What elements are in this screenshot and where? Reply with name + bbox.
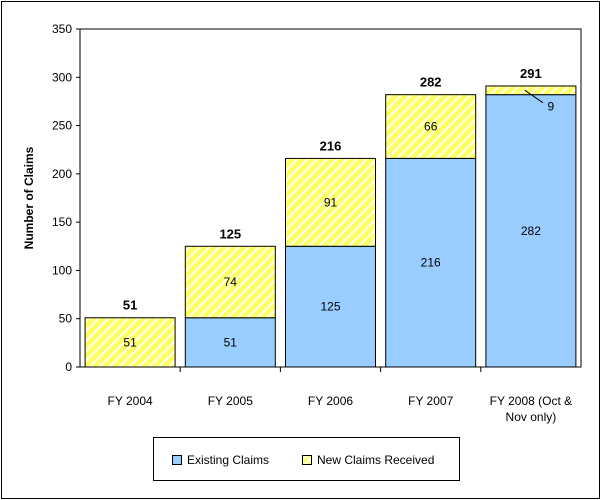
data-label-total: 216 [320, 138, 342, 153]
bar-new-claims [84, 317, 176, 368]
bar-new-claims [385, 94, 477, 159]
y-tick-label: 200 [52, 167, 72, 181]
legend-label-existing: Existing Claims [187, 453, 270, 467]
data-label-new: 51 [123, 335, 137, 349]
y-tick-label: 300 [52, 70, 72, 84]
data-label-new: 66 [424, 120, 438, 134]
bar-existing-claims [285, 245, 376, 368]
x-tick-label: FY 2008 (Oct & [490, 394, 572, 408]
data-label-existing: 282 [521, 224, 541, 238]
data-label-new: 91 [324, 195, 338, 209]
data-label-total: 282 [420, 75, 442, 90]
x-tick-label: FY 2005 [208, 394, 253, 408]
bar-new-claims [285, 157, 376, 247]
data-label-total: 125 [219, 226, 241, 241]
data-label-existing: 51 [224, 335, 238, 349]
legend-label-new: New Claims Received [317, 453, 435, 467]
data-label-total: 291 [520, 66, 542, 81]
bar-existing-claims [184, 317, 276, 368]
data-label-leader [524, 89, 544, 104]
y-tick-label: 150 [52, 215, 72, 229]
x-tick-label: FY 2007 [408, 394, 453, 408]
x-tick-label: FY 2006 [308, 394, 353, 408]
data-label-new: 74 [224, 275, 238, 289]
y-tick-label: 0 [65, 360, 72, 374]
y-tick-label: 250 [52, 119, 72, 133]
data-label-existing: 125 [320, 300, 340, 314]
x-tick-label: FY 2004 [108, 394, 153, 408]
data-label-total: 51 [123, 298, 137, 313]
bar-existing-claims [385, 157, 477, 368]
bar-new-claims [485, 85, 577, 96]
legend-swatch-new [302, 455, 312, 465]
x-tick-label: Nov only) [506, 410, 557, 424]
data-label-new: 9 [548, 100, 555, 114]
data-label-existing: 216 [421, 256, 441, 270]
bar-new-claims [184, 245, 276, 319]
y-tick-label: 100 [52, 263, 72, 277]
legend-item-new: New Claims Received [302, 453, 434, 467]
legend-swatch-existing [172, 455, 182, 465]
bar-existing-claims [485, 94, 577, 368]
y-axis-title: Number of Claims [22, 146, 36, 249]
chart-legend: Existing Claims New Claims Received [153, 437, 460, 481]
y-tick-label: 350 [52, 22, 72, 36]
legend-item-existing: Existing Claims [172, 453, 269, 467]
y-tick-label: 50 [59, 312, 73, 326]
